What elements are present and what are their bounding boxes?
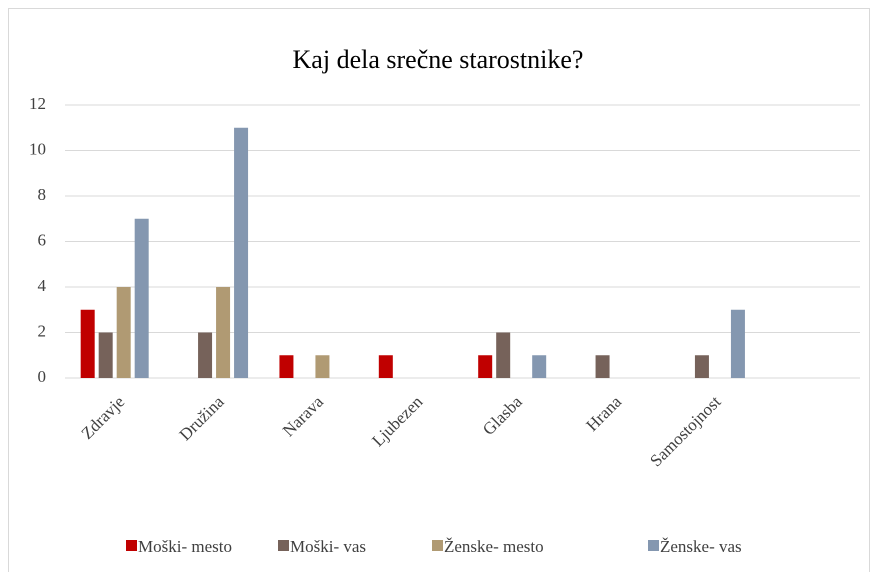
legend-label: Moški- vas [290,537,366,556]
bar [279,355,294,378]
y-tick-label: 6 [38,230,47,249]
legend-label: Moški- mesto [138,537,232,556]
bar [216,287,231,378]
legend-swatch [648,540,659,551]
legend-label: Ženske- vas [660,537,742,556]
legend-swatch [432,540,443,551]
bar [496,332,511,378]
y-tick-label: 8 [38,185,47,204]
legend-label: Ženske- mesto [444,537,544,556]
bar [315,355,330,378]
bar [116,287,131,378]
bar [694,355,709,378]
y-tick-label: 10 [29,139,46,158]
bar [234,127,249,378]
y-tick-label: 4 [38,276,47,295]
bar [378,355,393,378]
legend-swatch [126,540,137,551]
bar [134,218,149,378]
bar [98,332,113,378]
legend-swatch [278,540,289,551]
chart-frame [8,8,870,572]
bar [80,309,95,378]
y-tick-label: 2 [38,321,47,340]
bar [595,355,610,378]
bar [478,355,493,378]
bar [730,309,745,378]
bar [198,332,213,378]
y-tick-label: 12 [29,94,46,113]
bar [532,355,547,378]
chart-title: Kaj dela srečne starostnike? [293,45,584,74]
y-tick-label: 0 [38,367,47,386]
